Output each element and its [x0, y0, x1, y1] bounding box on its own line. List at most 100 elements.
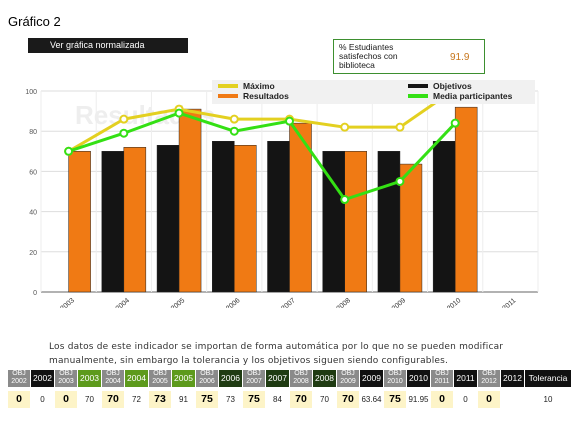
year-header: 2005	[172, 370, 195, 387]
result-value: 72	[132, 395, 141, 404]
indicator-box: % Estudiantes satisfechos con biblioteca…	[333, 39, 485, 74]
objective-value[interactable]: 0	[431, 391, 453, 408]
result-value: 63.64	[361, 395, 382, 404]
result-value: 73	[226, 395, 235, 404]
legend-label: Media participantes	[433, 91, 513, 101]
y-tick-label: 80	[29, 129, 37, 136]
year-header: 2012	[501, 370, 524, 387]
results-chart: Resultados 0 20 40 60 80 100 2003 2004 2005 2006 20…	[25, 80, 539, 308]
objective-value[interactable]: 70	[337, 391, 359, 408]
average-point	[340, 195, 350, 205]
max-line	[67, 87, 457, 153]
average-point	[119, 128, 129, 138]
average-point	[450, 118, 460, 128]
year-header: 2008	[313, 370, 336, 387]
result-bar	[68, 151, 91, 293]
objective-header: OBJ 2007	[243, 370, 265, 387]
objective-value[interactable]: 75	[384, 391, 406, 408]
objective-value[interactable]: 73	[149, 391, 171, 408]
objective-bar	[212, 141, 235, 293]
tolerance-header: Tolerancia	[525, 370, 571, 387]
objective-value[interactable]: 70	[102, 391, 124, 408]
objective-header: OBJ 2006	[196, 370, 218, 387]
objective-value[interactable]: 0	[8, 391, 30, 408]
x-tick-label: 2007	[280, 297, 297, 308]
result-bar	[178, 108, 202, 293]
legend-label: Resultados	[243, 91, 289, 101]
year-header: 2006	[219, 370, 242, 387]
average-point	[395, 176, 405, 186]
result-value: 84	[273, 395, 282, 404]
max-point	[119, 114, 129, 124]
objective-bar	[377, 151, 401, 293]
objective-value[interactable]: 75	[196, 391, 218, 408]
result-bar	[344, 151, 367, 293]
x-tick-label: 2003	[59, 297, 76, 308]
year-header: 2002	[31, 370, 54, 387]
page-title: Gráfico 2	[8, 14, 61, 29]
year-header: 2010	[407, 370, 430, 387]
result-value: 0	[463, 395, 468, 404]
objective-bar	[432, 141, 456, 293]
average-point	[64, 146, 74, 156]
x-tick-label: 2010	[446, 297, 463, 308]
result-bar	[454, 106, 478, 293]
legend-label: Objetivos	[433, 81, 472, 91]
x-tick-label: 2004	[115, 297, 132, 308]
y-tick-label: 40	[29, 210, 37, 217]
indicator-value: 91.9	[450, 52, 470, 63]
normalize-chart-button[interactable]: Ver gráfica normalizada	[28, 38, 188, 53]
y-tick-label: 60	[29, 169, 37, 176]
average-line	[68, 111, 457, 202]
year-header: 2011	[454, 370, 477, 387]
indicator-label: % Estudiantes satisfechos con biblioteca	[339, 42, 398, 70]
objective-bar	[267, 141, 290, 293]
y-tick-label: 100	[25, 89, 37, 96]
average-point	[174, 108, 184, 118]
legend-background	[212, 80, 535, 104]
objective-header: OBJ 2011	[431, 370, 453, 387]
import-note: Los datos de este indicador se importan …	[49, 342, 504, 366]
year-header: 2004	[125, 370, 148, 387]
average-point	[285, 116, 294, 126]
objective-value[interactable]: 75	[243, 391, 265, 408]
average-point	[229, 126, 239, 136]
result-value: 0	[40, 395, 45, 404]
max-point	[229, 114, 239, 124]
max-point	[340, 122, 350, 132]
objective-bar	[101, 151, 125, 293]
result-value: 70	[85, 395, 94, 404]
x-tick-label: 2011	[501, 297, 517, 308]
result-bar	[123, 147, 147, 293]
year-header: 2007	[266, 370, 289, 387]
result-value: 91.95	[408, 395, 429, 404]
objective-header: OBJ 2003	[55, 370, 77, 387]
objective-header: OBJ 2012	[478, 370, 500, 387]
objective-header: OBJ 2005	[149, 370, 171, 387]
x-tick-label: 2005	[170, 297, 187, 308]
objective-value[interactable]: 0	[478, 391, 500, 408]
objective-value[interactable]: 0	[55, 391, 77, 408]
year-header: 2009	[360, 370, 383, 387]
result-value	[501, 391, 524, 408]
objective-header: OBJ 2002	[8, 370, 30, 387]
result-bar	[234, 145, 257, 293]
y-tick-label: 0	[33, 290, 37, 297]
legend-label: Máximo	[243, 81, 275, 91]
objective-header: OBJ 2009	[337, 370, 359, 387]
x-tick-label: 2009	[391, 297, 408, 308]
x-tick-label: 2006	[225, 297, 242, 308]
x-tick-label: 2008	[336, 297, 353, 308]
objective-value[interactable]: 70	[290, 391, 312, 408]
max-point	[395, 122, 405, 132]
result-bar	[289, 122, 312, 293]
objective-header: OBJ 2008	[290, 370, 312, 387]
objective-header: OBJ 2004	[102, 370, 124, 387]
y-tick-label: 20	[29, 250, 37, 257]
result-value: 70	[320, 395, 329, 404]
year-header: 2003	[78, 370, 101, 387]
result-value: 91	[179, 395, 188, 404]
result-bar	[399, 163, 423, 293]
tolerance-value[interactable]: 10	[543, 395, 553, 404]
